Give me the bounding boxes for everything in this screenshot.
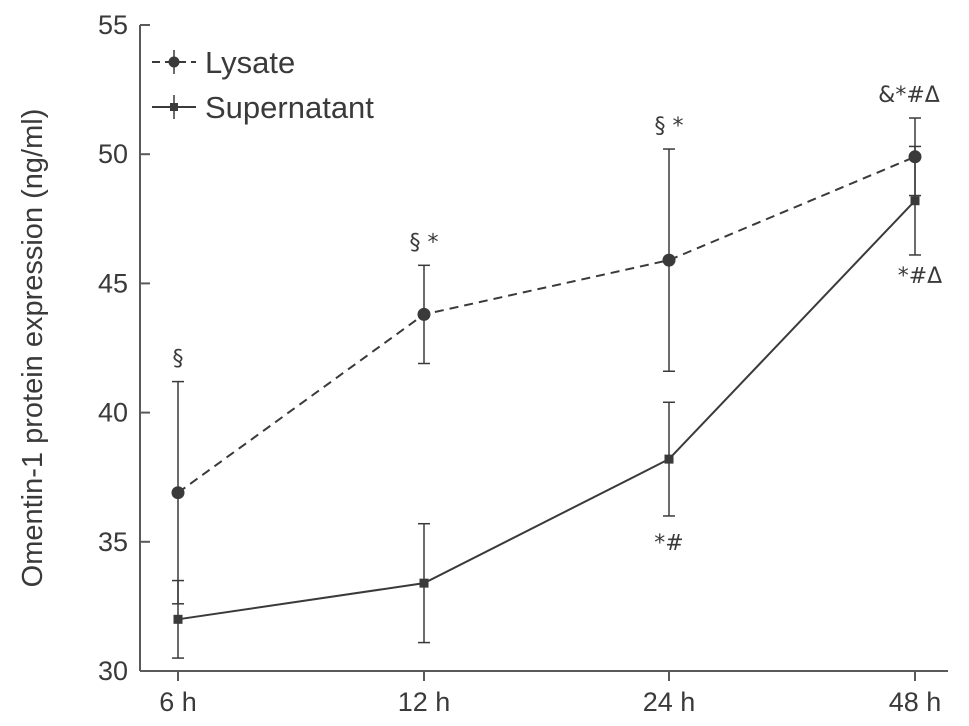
series-line-supernatant (177, 200, 916, 621)
data-point-lysate (662, 253, 676, 267)
x-tick-label: 6 h (159, 687, 197, 717)
annotation-lysate: § (173, 347, 184, 372)
y-tick-label: 35 (98, 527, 128, 557)
series-line-lysate (177, 155, 916, 494)
annotation-lysate: § * (410, 230, 439, 255)
annotation-supernatant: *# (654, 531, 683, 556)
x-tick-label: 24 h (643, 687, 696, 717)
legend-label-lysate: Lysate (205, 45, 295, 80)
legend-label-supernatant: Supernatant (205, 90, 374, 125)
legend-item-lysate: Lysate (152, 45, 295, 80)
x-tick-label: 48 h (889, 687, 942, 717)
annotation-supernatant: *#Δ (898, 264, 942, 289)
y-tick-label: 50 (98, 139, 128, 169)
data-point-lysate (171, 486, 185, 500)
annotations: § § * § * &*#Δ *# *#Δ (173, 83, 943, 556)
annotation-lysate: § * (655, 114, 684, 139)
legend-lysate-marker (168, 56, 180, 68)
series-layer (171, 117, 922, 659)
y-tick-label: 40 (98, 398, 128, 428)
y-tick-label: 30 (98, 656, 128, 686)
series-supernatant (172, 145, 921, 659)
x-tick-label: 12 h (398, 687, 451, 717)
data-point-lysate (417, 307, 431, 321)
tick-labels: 30 35 40 45 50 55 6 h 12 h 24 h 48 h (98, 10, 941, 717)
y-tick-label: 45 (98, 268, 128, 298)
data-point-supernatant (910, 196, 920, 206)
data-point-supernatant (664, 454, 674, 464)
legend: Lysate Supernatant (152, 45, 374, 125)
legend-supernatant-marker (170, 103, 178, 111)
legend-item-supernatant: Supernatant (152, 90, 374, 125)
y-tick-label: 55 (98, 10, 128, 40)
annotation-lysate: &*#Δ (878, 83, 940, 108)
chart-axes (139, 24, 948, 681)
data-point-supernatant (173, 614, 183, 624)
series-lysate (171, 117, 922, 605)
y-axis-title: Omentin-1 protein expression (ng/ml) (17, 109, 49, 588)
data-point-supernatant (419, 578, 429, 588)
